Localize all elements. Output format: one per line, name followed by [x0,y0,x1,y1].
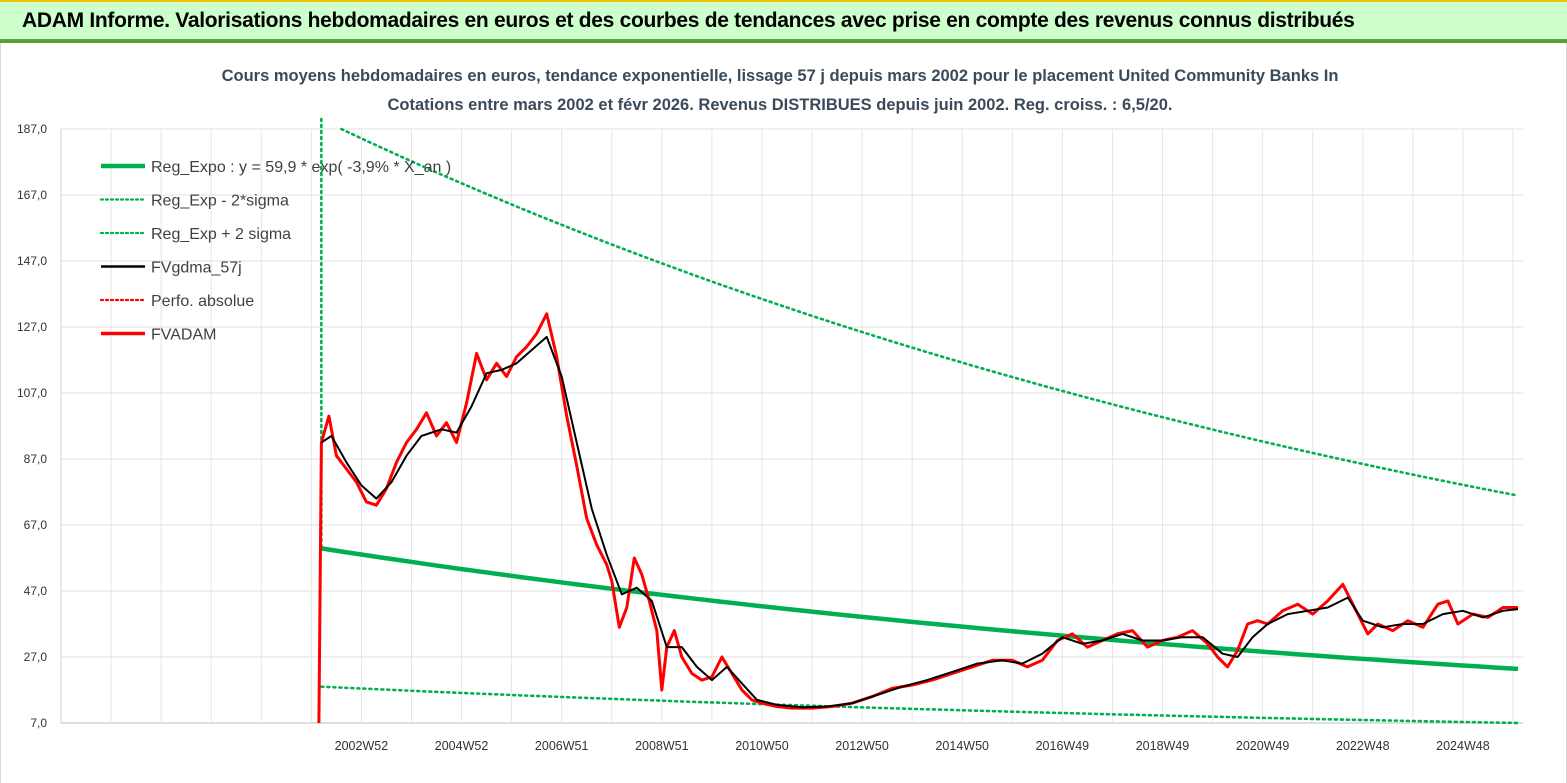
x-tick-label: 2010W50 [735,739,789,753]
y-tick-label: 147,0 [17,254,47,268]
legend-label: Reg_Exp + 2 sigma [151,226,291,243]
legend-label: Reg_Exp - 2*sigma [151,193,289,210]
legend-label: FVADAM [151,327,216,344]
chart-canvas: Cours moyens hebdomadaires en euros, ten… [17,67,1523,753]
x-tick-label: 2024W48 [1436,739,1490,753]
legend-label: Reg_Expo : y = 59,9 * exp( -3,9% * X_an … [151,159,451,176]
chart-title-line-2: Cotations entre mars 2002 et févr 2026. … [388,96,1173,114]
x-tick-label: 2004W52 [435,739,489,753]
y-tick-label: 87,0 [24,452,48,466]
series-fvgdma-57j [320,335,1519,709]
series-reg-expo-y-59-9-exp-3-9-x-an [321,546,1519,672]
x-tick-label: 2006W51 [535,739,589,753]
report-title: ADAM Informe. Valorisations hebdomadaire… [22,9,1355,32]
plot-axes: 187,0 167,0 147,0 127,0 107,0 87,0 67,0 47,0 27,… [17,122,1490,753]
y-tick-label: 107,0 [17,386,47,400]
x-tick-label: 2012W50 [835,739,889,753]
y-tick-label: 187,0 [17,122,47,136]
x-tick-label: 2014W50 [935,739,989,753]
y-tick-label: 27,0 [24,650,48,664]
series-fvadam [317,312,1518,724]
x-tick-label: 2020W49 [1236,739,1290,753]
legend-label: Perfo. absolue [151,293,254,310]
series-reg-exp-2-sigma [320,685,1520,725]
y-tick-label: 67,0 [24,518,48,532]
chart-legend: Reg_Expo : y = 59,9 * exp( -3,9% * X_an … [99,159,451,344]
x-tick-label: 2018W49 [1136,739,1190,753]
x-tick-label: 2022W48 [1336,739,1390,753]
y-tick-label: 127,0 [17,320,47,334]
y-tick-label: 47,0 [24,584,48,598]
legend-label: FVgdma_57j [151,260,242,277]
series-reg-exp-2-sigma [340,127,1520,497]
y-tick-label: 167,0 [17,188,47,202]
plot-gridlines [60,128,1523,724]
chart-title-line-1: Cours moyens hebdomadaires en euros, ten… [222,67,1339,85]
header-divider [0,39,1567,43]
plot-series [317,117,1520,725]
x-tick-label: 2008W51 [635,739,689,753]
y-tick-label: 7,0 [30,716,47,730]
x-tick-label: 2016W49 [1036,739,1090,753]
x-tick-label: 2002W52 [335,739,389,753]
chart-frame: Cours moyens hebdomadaires en euros, ten… [0,43,1567,783]
report-header-banner: ADAM Informe. Valorisations hebdomadaire… [0,0,1567,40]
